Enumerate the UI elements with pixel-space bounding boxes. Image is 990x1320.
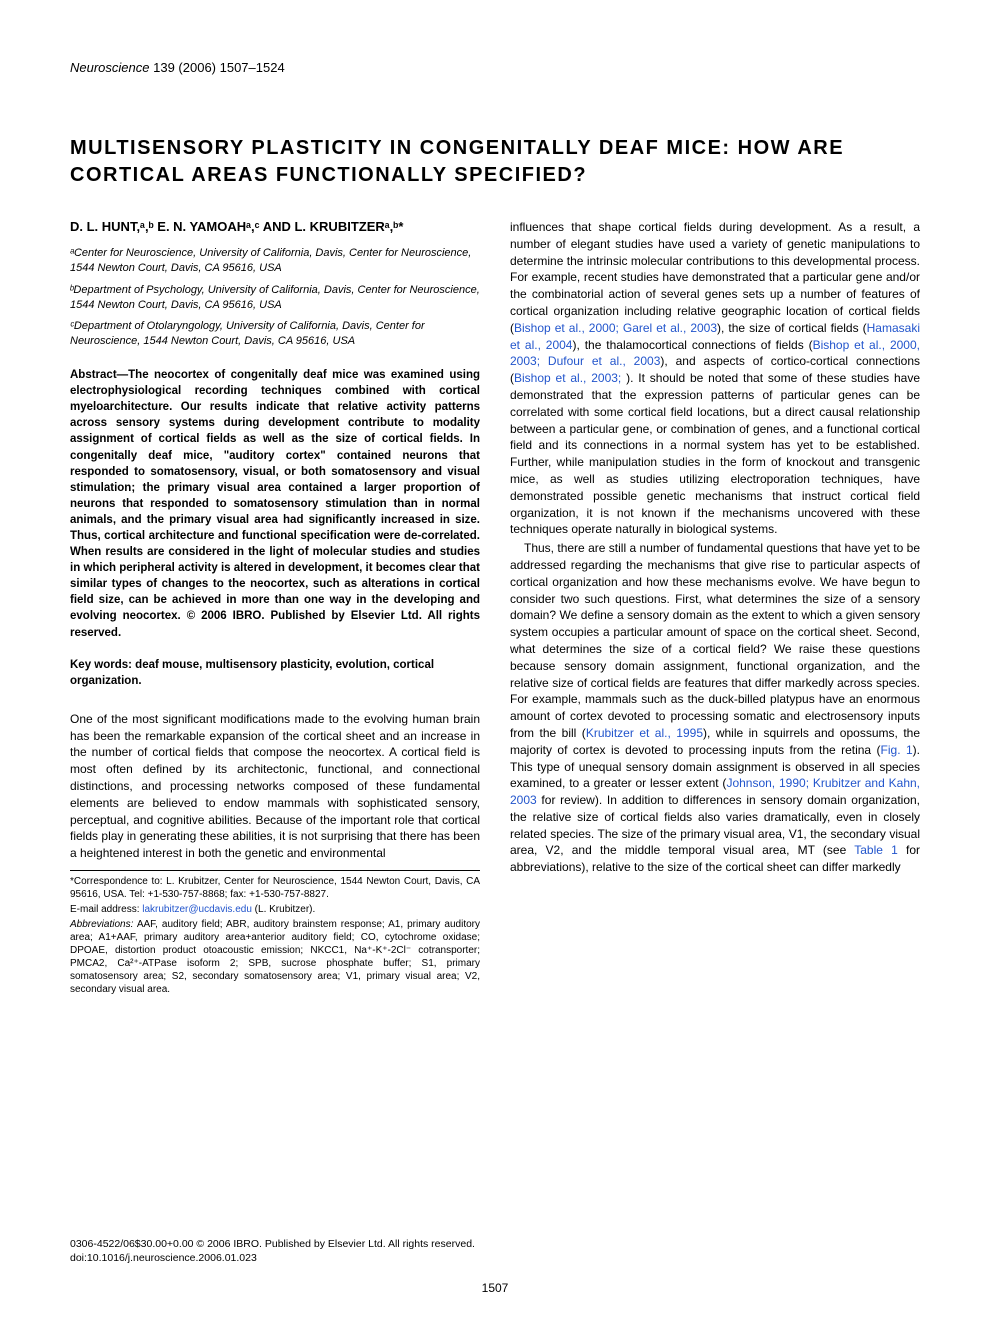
email-link[interactable]: lakrubitzer@ucdavis.edu [142,904,252,915]
figure-link[interactable]: Fig. 1 [881,743,913,757]
affiliation-c: ᶜDepartment of Otolaryngology, Universit… [70,319,480,349]
copyright-doi: 0306-4522/06$30.00+0.00 © 2006 IBRO. Pub… [70,1237,920,1265]
right-column: influences that shape cortical fields du… [510,219,920,998]
text-run: ). It should be noted that some of these… [510,371,920,536]
citation-link[interactable]: Bishop et al., 2003; [514,371,626,385]
abbr-label: Abbreviations: [70,919,133,930]
journal-name: Neuroscience [70,60,150,75]
email-line: E-mail address: lakrubitzer@ucdavis.edu … [70,903,480,916]
two-column-layout: D. L. HUNT,ᵃ,ᵇ E. N. YAMOAHᵃ,ᶜ AND L. KR… [70,219,920,998]
text-run: influences that shape cortical fields du… [510,220,920,335]
authors-line: D. L. HUNT,ᵃ,ᵇ E. N. YAMOAHᵃ,ᶜ AND L. KR… [70,219,480,234]
citation-link[interactable]: Bishop et al., 2000; Garel et al., 2003 [514,321,717,335]
copyright-line: 0306-4522/06$30.00+0.00 © 2006 IBRO. Pub… [70,1237,920,1251]
journal-issue: 139 (2006) 1507–1524 [153,60,285,75]
email-tail: (L. Krubitzer). [252,904,315,915]
body-left: One of the most significant modification… [70,711,480,862]
left-column: D. L. HUNT,ᵃ,ᵇ E. N. YAMOAHᵃ,ᶜ AND L. KR… [70,219,480,998]
affiliation-a: ᵃCenter for Neuroscience, University of … [70,246,480,276]
text-run: ), the thalamocortical connections of fi… [572,338,812,352]
text-run: Thus, there are still a number of fundam… [510,541,920,740]
page-number: 1507 [0,1281,990,1295]
doi-line: doi:10.1016/j.neuroscience.2006.01.023 [70,1251,920,1265]
abbreviations-note: Abbreviations: AAF, auditory field; ABR,… [70,918,480,996]
citation-link[interactable]: Krubitzer et al., 1995 [586,726,703,740]
body-paragraph: One of the most significant modification… [70,711,480,862]
article-title: MULTISENSORY PLASTICITY IN CONGENITALLY … [70,135,920,189]
affiliation-b: ᵇDepartment of Psychology, University of… [70,283,480,313]
footnotes: *Correspondence to: L. Krubitzer, Center… [70,870,480,996]
abbr-text: AAF, auditory field; ABR, auditory brain… [70,919,480,995]
email-label: E-mail address: [70,904,142,915]
table-link[interactable]: Table 1 [854,843,898,857]
body-paragraph: Thus, there are still a number of fundam… [510,540,920,876]
abstract: Abstract—The neocortex of congenitally d… [70,367,480,641]
journal-reference: Neuroscience 139 (2006) 1507–1524 [70,60,920,75]
keywords: Key words: deaf mouse, multisensory plas… [70,657,480,689]
correspondence-note: *Correspondence to: L. Krubitzer, Center… [70,875,480,901]
body-paragraph: influences that shape cortical fields du… [510,219,920,538]
text-run: ), the size of cortical fields ( [717,321,867,335]
